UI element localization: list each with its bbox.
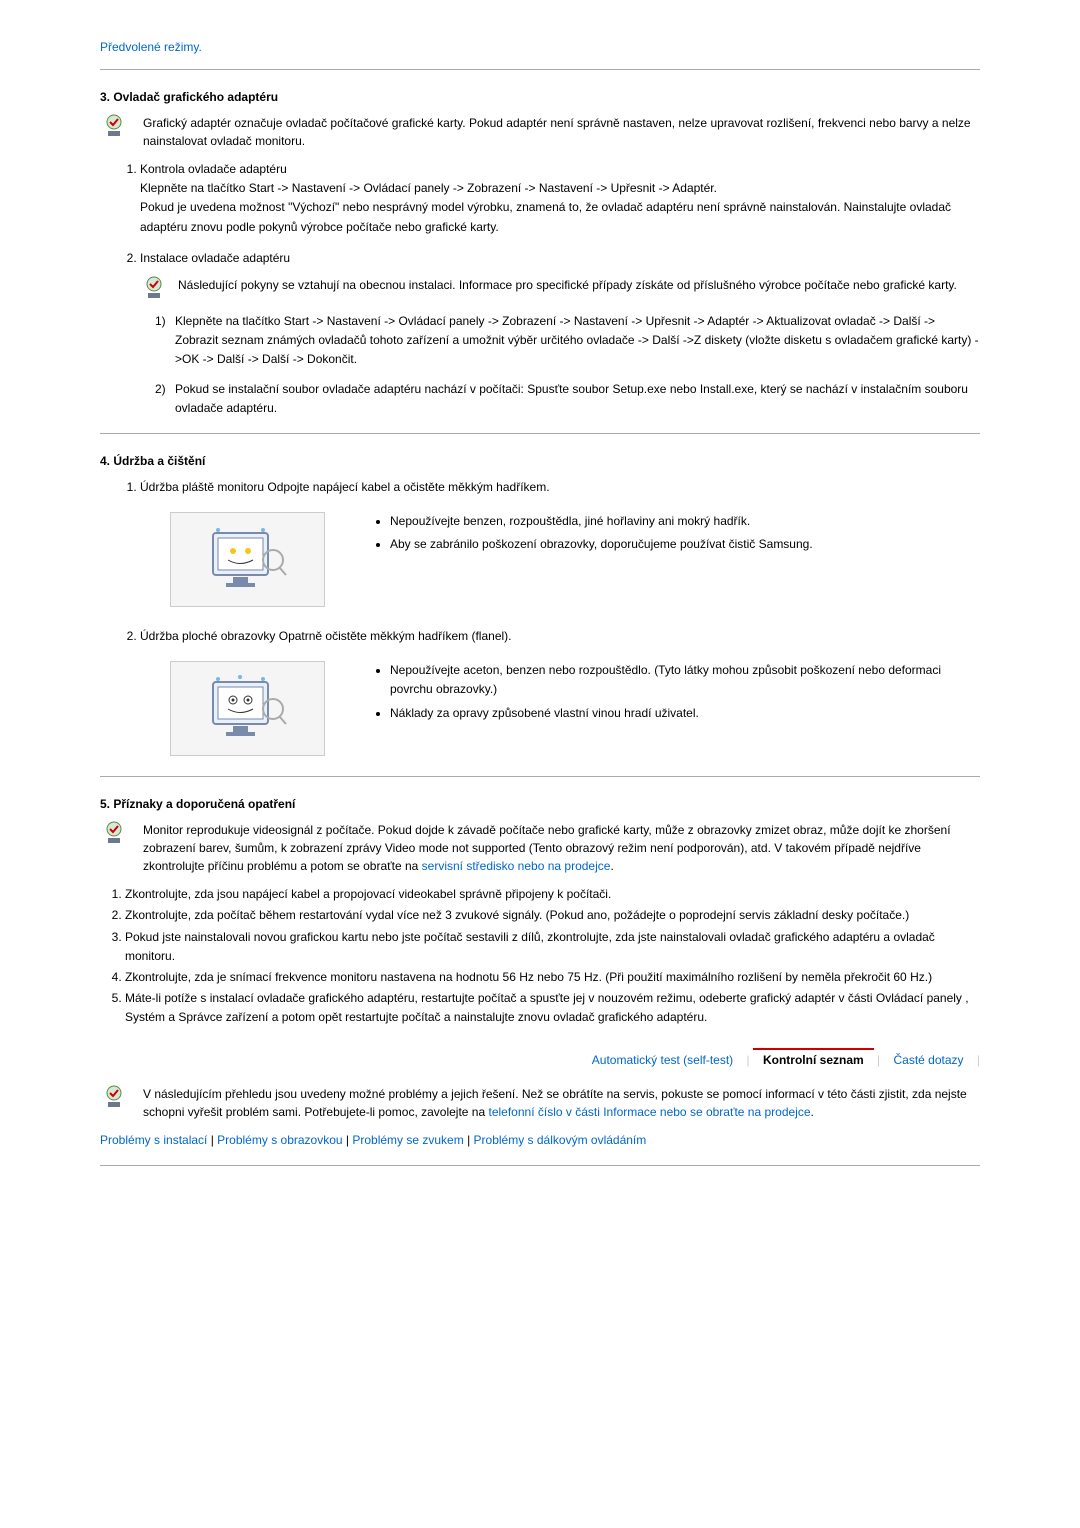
note-icon [100, 821, 128, 845]
s4-item2-b1: Nepoužívejte aceton, benzen nebo rozpouš… [390, 661, 980, 699]
section-5-note: Monitor reprodukuje videosignál z počíta… [143, 821, 980, 875]
phone-info-link[interactable]: telefonní číslo v části Informace nebo s… [489, 1105, 811, 1119]
link-remote-problems[interactable]: Problémy s dálkovým ovládáním [474, 1133, 647, 1147]
s3-item1-p2: Pokud je uvedena možnost "Výchozí" nebo … [140, 198, 980, 236]
s5-li3: Pokud jste nainstalovali novou grafickou… [125, 928, 980, 966]
link-install-problems[interactable]: Problémy s instalací [100, 1133, 207, 1147]
divider: | [343, 1133, 353, 1147]
note-icon [140, 276, 168, 300]
s4-item1-heading: Údržba pláště monitoru Odpojte napájecí … [140, 480, 550, 494]
s3-item1: Kontrola ovladače adaptéru Klepněte na t… [140, 160, 980, 237]
s3-item1-heading: Kontrola ovladače adaptéru [140, 160, 980, 179]
s3-item2-sub2: Pokud se instalační soubor ovladače adap… [155, 380, 980, 418]
s4-item1-b1: Nepoužívejte benzen, rozpouštědla, jiné … [390, 512, 813, 531]
s3-item1-p1: Klepněte na tlačítko Start -> Nastavení … [140, 179, 980, 198]
link-screen-problems[interactable]: Problémy s obrazovkou [217, 1133, 342, 1147]
s4-item1-b2: Aby se zabránilo poškození obrazovky, do… [390, 535, 813, 554]
s3-item2: Instalace ovladače adaptéru Následující … [140, 249, 980, 418]
s4-item2-b2: Náklady za opravy způsobené vlastní vino… [390, 704, 980, 723]
note-icon [100, 1085, 128, 1109]
tab-checklist[interactable]: Kontrolní seznam [753, 1048, 874, 1070]
link-sound-problems[interactable]: Problémy se zvukem [352, 1133, 463, 1147]
section-3-note: Grafický adaptér označuje ovladač počíta… [143, 114, 980, 150]
section-4-title: 4. Údržba a čištění [100, 454, 980, 468]
s4-item2-heading: Údržba ploché obrazovky Opatrně očistěte… [140, 629, 512, 643]
s3-item2-heading: Instalace ovladače adaptéru [140, 249, 980, 268]
s3-item2-note: Následující pokyny se vztahují na obecno… [178, 276, 980, 300]
divider: | [464, 1133, 474, 1147]
s5-li1: Zkontrolujte, zda jsou napájecí kabel a … [125, 885, 980, 904]
divider: | [877, 1053, 880, 1067]
service-center-link[interactable]: servisní středisko nebo na prodejce [422, 859, 611, 873]
preset-modes-link[interactable]: Předvolené režimy. [100, 40, 202, 54]
tab-selftest[interactable]: Automatický test (self-test) [582, 1050, 743, 1070]
s3-item2-sub1: Klepněte na tlačítko Start -> Nastavení … [155, 312, 980, 370]
s5-li2: Zkontrolujte, zda počítač během restarto… [125, 906, 980, 925]
divider: | [747, 1053, 750, 1067]
s4-item1: Údržba pláště monitoru Odpojte napájecí … [140, 478, 980, 607]
section-3-title: 3. Ovladač grafického adaptéru [100, 90, 980, 104]
section-5-title: 5. Příznaky a doporučená opatření [100, 797, 980, 811]
note-icon [100, 114, 128, 138]
monitor-clean-image-2 [170, 661, 325, 756]
bottom-note: V následujícím přehledu jsou uvedeny mož… [143, 1085, 980, 1121]
s5-li4: Zkontrolujte, zda je snímací frekvence m… [125, 968, 980, 987]
divider: | [977, 1053, 980, 1067]
s5-li5: Máte-li potíže s instalací ovladače graf… [125, 989, 980, 1027]
s4-item2: Údržba ploché obrazovky Opatrně očistěte… [140, 627, 980, 756]
divider: | [207, 1133, 217, 1147]
tab-faq[interactable]: Časté dotazy [883, 1050, 973, 1070]
monitor-clean-image-1 [170, 512, 325, 607]
